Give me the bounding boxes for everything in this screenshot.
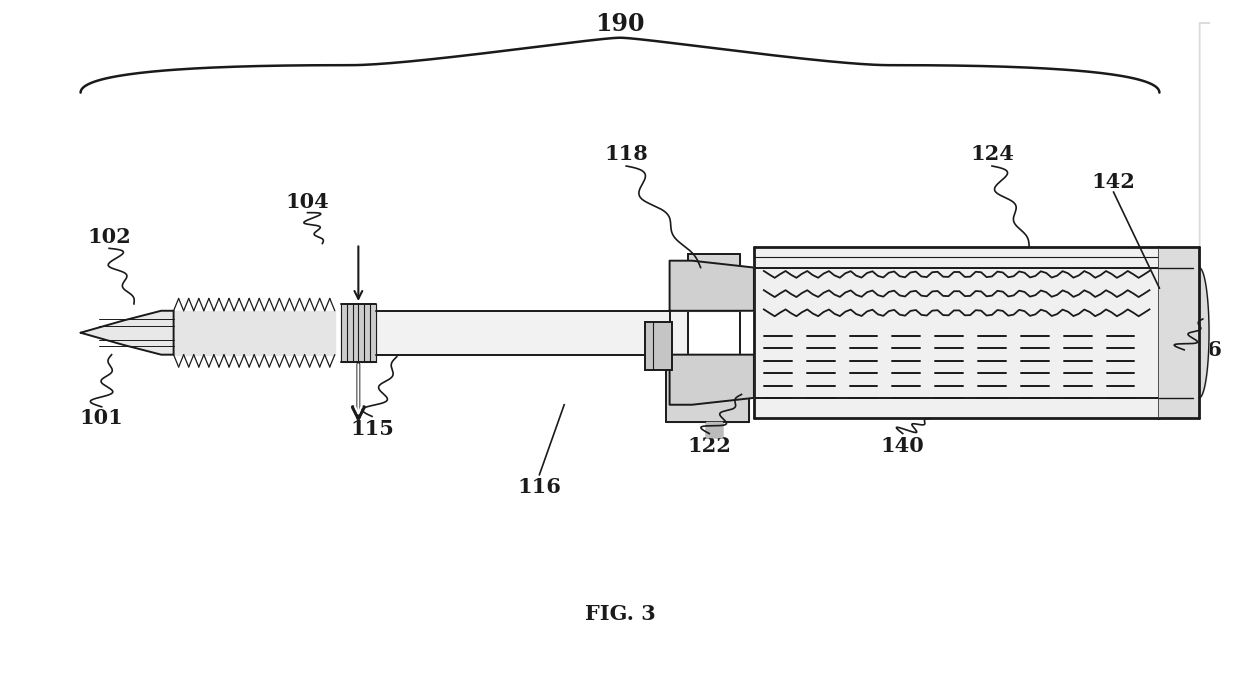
- Polygon shape: [81, 311, 174, 355]
- Text: 102: 102: [87, 226, 131, 247]
- Text: 190: 190: [595, 12, 645, 36]
- Polygon shape: [174, 311, 335, 355]
- Text: 122: 122: [687, 436, 732, 456]
- Text: 116: 116: [517, 477, 562, 497]
- Polygon shape: [666, 355, 749, 422]
- Text: 126: 126: [1178, 340, 1223, 360]
- Text: 104: 104: [285, 192, 330, 213]
- Polygon shape: [688, 254, 740, 311]
- Polygon shape: [341, 304, 376, 362]
- Polygon shape: [1159, 247, 1199, 418]
- Text: 140: 140: [880, 436, 925, 456]
- Text: 115: 115: [350, 418, 394, 439]
- Text: 101: 101: [79, 408, 124, 429]
- Polygon shape: [670, 355, 754, 405]
- Polygon shape: [754, 247, 1159, 418]
- Text: 118: 118: [604, 144, 649, 165]
- Text: 142: 142: [1091, 172, 1136, 192]
- Polygon shape: [376, 311, 688, 355]
- Text: FIG. 3: FIG. 3: [584, 604, 656, 624]
- Bar: [645, 322, 672, 370]
- Text: 124: 124: [970, 144, 1014, 165]
- Polygon shape: [707, 422, 722, 437]
- Polygon shape: [670, 261, 754, 311]
